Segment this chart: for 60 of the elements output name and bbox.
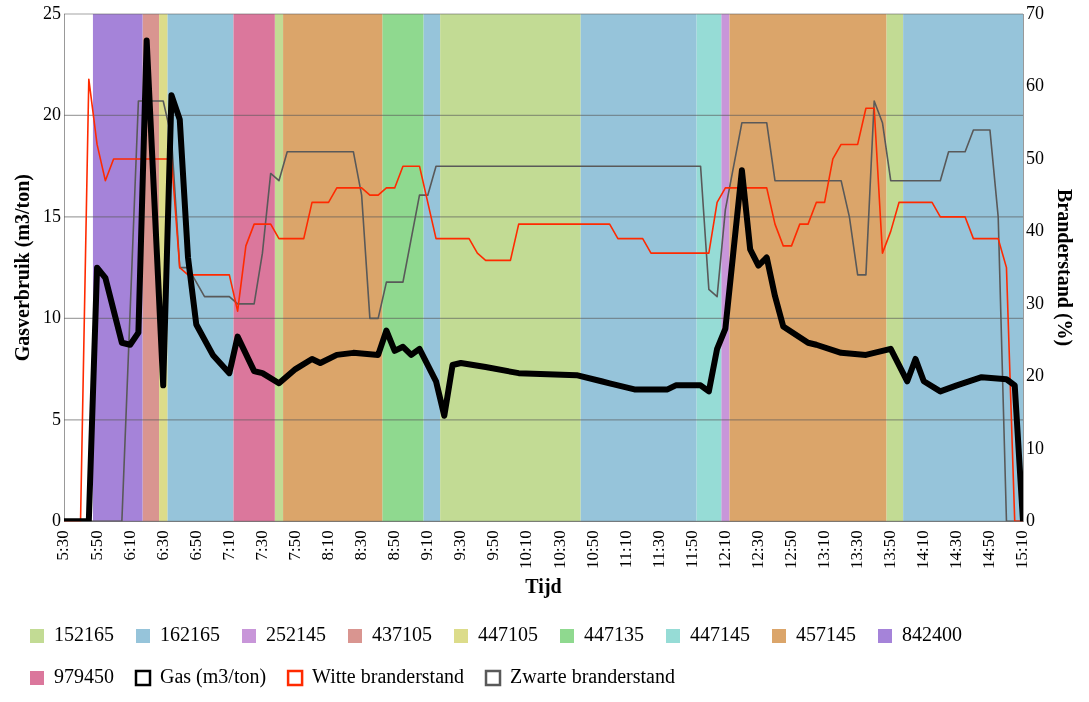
x-tick-label: 11:30	[648, 530, 668, 569]
legend-label: 842400	[902, 623, 962, 646]
x-tick-label: 7:30	[251, 530, 271, 561]
x-tick-label: 15:10	[1012, 530, 1032, 570]
y-tick-label: 0	[52, 510, 61, 531]
legend-label: 457145	[796, 623, 856, 646]
y2-tick-label: 0	[1026, 510, 1035, 531]
legend-label: 252145	[266, 623, 326, 646]
y2-axis-title: Branderstand (%)	[1052, 189, 1076, 347]
y-tick-label: 10	[43, 307, 61, 328]
x-tick-label: 10:30	[549, 530, 569, 570]
x-tick-label: 13:10	[814, 530, 834, 570]
x-tick-label: 9:10	[417, 530, 437, 561]
x-tick-label: 13:30	[847, 530, 867, 570]
x-tick-label: 9:50	[483, 530, 503, 561]
legend-label: 152165	[54, 623, 114, 646]
y2-tick-label: 70	[1026, 2, 1044, 23]
legend-label: 447105	[478, 623, 538, 646]
y-tick-label: 15	[43, 205, 61, 226]
legend-label: 437105	[372, 623, 432, 646]
x-tick-label: 6:50	[185, 530, 205, 561]
x-tick-label: 7:10	[218, 530, 238, 561]
x-tick-label: 10:10	[516, 530, 536, 570]
x-tick-label: 14:30	[946, 530, 966, 570]
x-tick-label: 14:10	[913, 530, 933, 570]
y2-tick-label: 10	[1026, 437, 1044, 458]
x-tick-label: 6:10	[119, 530, 139, 561]
legend-label: Witte branderstand	[312, 665, 465, 688]
x-tick-label: 8:30	[351, 530, 371, 561]
x-tick-label: 12:10	[714, 530, 734, 570]
x-tick-label: 10:50	[582, 530, 602, 570]
y2-tick-label: 30	[1026, 292, 1044, 313]
y2-tick-label: 60	[1026, 75, 1044, 96]
x-tick-label: 12:30	[747, 530, 767, 570]
legend-label: 447145	[690, 623, 750, 646]
y-tick-label: 25	[43, 2, 61, 23]
x-tick-label: 11:50	[681, 530, 701, 569]
y-tick-label: 5	[52, 408, 61, 429]
y2-tick-label: 40	[1026, 220, 1044, 241]
x-tick-label: 11:10	[615, 530, 635, 569]
x-tick-label: 5:30	[53, 530, 73, 561]
legend-label: 979450	[54, 665, 114, 688]
legend-label: Zwarte branderstand	[510, 665, 675, 688]
x-axis-title: Tijd	[525, 575, 562, 599]
x-tick-label: 14:50	[979, 530, 999, 570]
x-tick-label: 7:50	[284, 530, 304, 561]
x-tick-label: 8:50	[384, 530, 404, 561]
x-tick-label: 5:50	[86, 530, 106, 561]
y-tick-label: 20	[43, 104, 61, 125]
x-tick-label: 13:50	[880, 530, 900, 570]
legend-label: 447135	[584, 623, 644, 646]
y2-tick-label: 20	[1026, 365, 1044, 386]
x-tick-label: 12:50	[780, 530, 800, 570]
x-tick-label: 6:30	[152, 530, 172, 561]
y-axis-title: Gasverbruik (m3/ton)	[11, 174, 35, 362]
legend-label: 162165	[160, 623, 220, 646]
y2-tick-label: 50	[1026, 147, 1044, 168]
x-tick-label: 8:10	[318, 530, 338, 561]
legend-label: Gas (m3/ton)	[160, 665, 267, 689]
x-tick-label: 9:30	[450, 530, 470, 561]
